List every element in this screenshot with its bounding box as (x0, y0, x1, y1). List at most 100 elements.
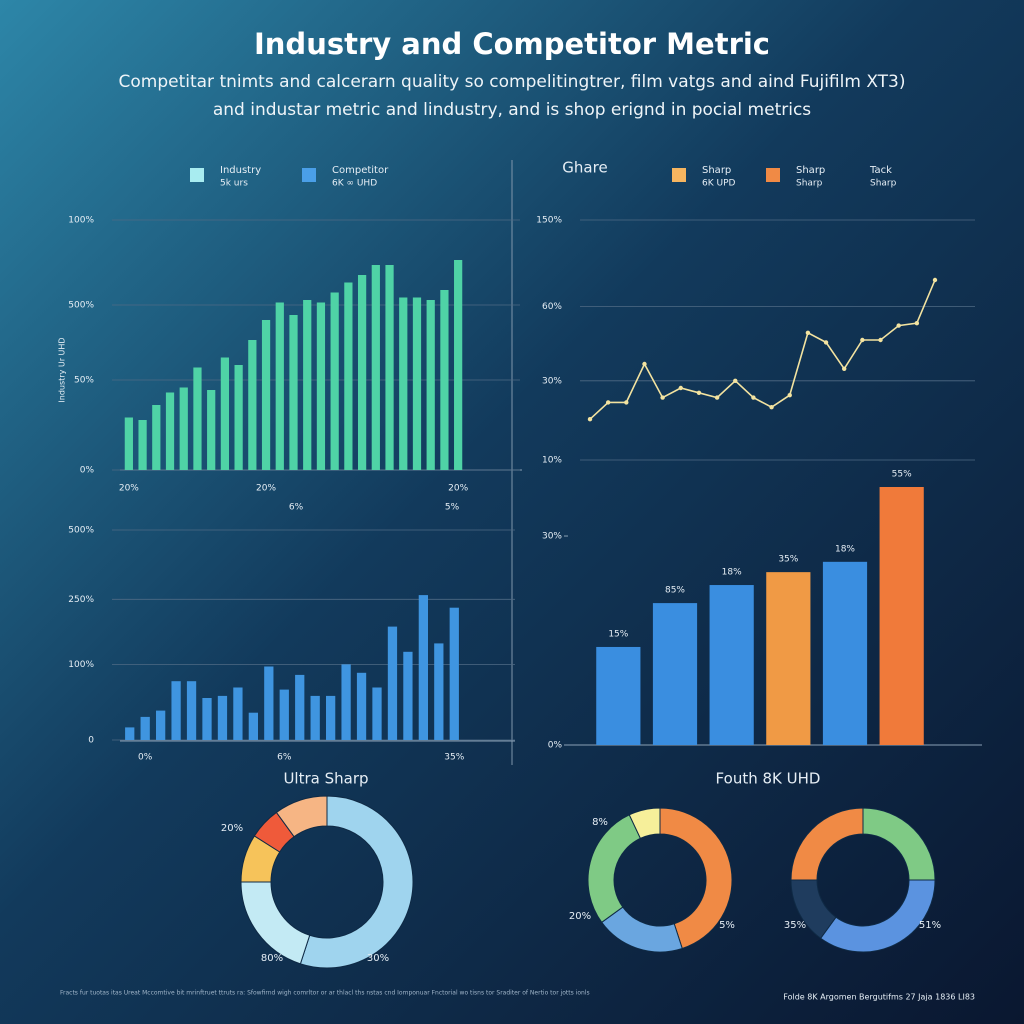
bar (434, 643, 444, 740)
point (605, 400, 611, 405)
bar (822, 561, 868, 745)
bar (207, 390, 216, 470)
legend-label: 6K UPD (702, 179, 736, 189)
y-tick-label: 500% (68, 301, 94, 311)
legend-label: Sharp (796, 179, 823, 189)
donut-slice (819, 879, 936, 953)
donut-slice (862, 807, 936, 881)
bar (399, 297, 408, 470)
point (805, 330, 811, 335)
subtitle: Competitar tnimts and calcerarn quality … (119, 72, 906, 92)
donut-slice (587, 814, 642, 924)
bar (387, 626, 398, 740)
bar (275, 302, 284, 470)
bar (709, 585, 754, 745)
bar (385, 265, 394, 470)
y-tick-label: 60% (542, 302, 562, 312)
bar-label: 85% (665, 586, 685, 596)
x-tick-label: 6% (277, 753, 292, 763)
y-tick-label: 0 (88, 736, 94, 746)
bar (193, 367, 202, 470)
line (589, 279, 936, 420)
point (787, 393, 792, 398)
bar (248, 340, 257, 470)
bar (357, 275, 367, 470)
legend-swatch (302, 168, 316, 182)
bar (412, 297, 422, 470)
bar (344, 282, 353, 470)
bar (152, 405, 161, 470)
bar (440, 290, 449, 470)
donut-label: 20% (221, 823, 243, 834)
bar (326, 695, 336, 740)
donut-label: 20% (569, 911, 591, 922)
bar (454, 260, 463, 470)
x-tick-label: 20% (448, 484, 468, 494)
legend-label: 5k urs (220, 179, 248, 189)
bar-label: 18% (722, 568, 742, 578)
bar (418, 595, 428, 740)
point (823, 340, 829, 345)
bar (217, 695, 228, 740)
bar (264, 666, 274, 740)
x-sub-label: 5% (445, 503, 460, 513)
bar (356, 672, 367, 740)
point (914, 321, 920, 326)
y-tick-label: 100% (68, 216, 94, 226)
point (860, 337, 865, 343)
point (896, 323, 901, 328)
legend-label: Competitor (332, 165, 389, 176)
y-tick-label: 150% (536, 216, 562, 226)
legend-swatch (190, 168, 204, 182)
bar (426, 300, 435, 470)
y-tick-label: 50% (74, 376, 94, 386)
donut-label: 5% (719, 920, 735, 931)
y-axis-label: Industry Ur UHD (58, 337, 67, 402)
footer-credit: Folde 8K Argomen Bergutifms 27 Jaja 1836… (783, 993, 975, 1002)
point (624, 400, 629, 405)
bar (449, 607, 459, 740)
donut-label: 35% (784, 920, 806, 931)
donut-slice (628, 807, 661, 840)
bar (202, 698, 212, 740)
bar (279, 689, 289, 740)
point (769, 405, 774, 410)
legend-swatch (672, 168, 686, 182)
bar (220, 357, 230, 470)
point (696, 390, 702, 395)
y-tick-label: 250% (68, 595, 94, 605)
bar (124, 417, 133, 470)
bar (330, 292, 339, 470)
donut-slice (790, 807, 864, 881)
donut-label: 51% (919, 920, 941, 931)
y-tick-label: 10% (542, 456, 562, 466)
point (878, 337, 883, 343)
point (733, 378, 738, 383)
donut-slice (240, 881, 311, 965)
bar (289, 315, 298, 470)
legend-label: Sharp (796, 165, 825, 176)
bar (234, 365, 243, 470)
bar (295, 674, 305, 740)
donut-slice (659, 807, 733, 950)
y-tick-label: 30% (542, 376, 562, 386)
x-sub-label: 6% (289, 503, 304, 513)
bar-label: 15% (608, 629, 628, 639)
bar (186, 681, 197, 740)
point (714, 395, 720, 400)
point (660, 395, 665, 400)
bar (596, 646, 641, 745)
subtitle: and industar metric and lindustry, and i… (213, 100, 811, 120)
legend-label: Tack (869, 165, 892, 176)
bar (879, 487, 924, 745)
point (587, 417, 593, 422)
point (932, 277, 938, 283)
chart-title: Ultra Sharp (283, 770, 368, 788)
point (678, 385, 683, 391)
bar (156, 710, 166, 740)
chart-title: Fouth 8K UHD (716, 770, 821, 788)
point (642, 361, 647, 367)
donut-slice (299, 795, 414, 969)
y-tick-label: 500% (68, 526, 94, 536)
